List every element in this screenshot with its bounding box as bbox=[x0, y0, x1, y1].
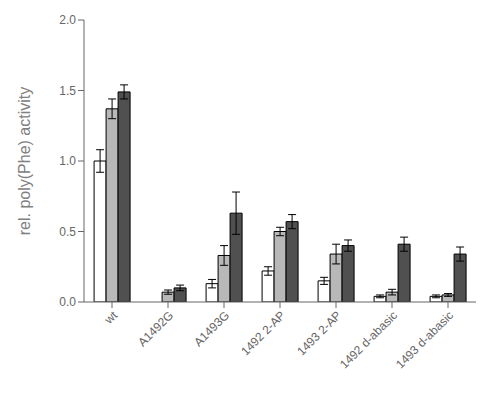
svg-text:1493 2-AP: 1493 2-AP bbox=[294, 308, 344, 358]
svg-text:rel. poly(Phe) activity: rel. poly(Phe) activity bbox=[16, 87, 33, 236]
svg-text:2.0: 2.0 bbox=[59, 13, 76, 27]
svg-text:1492 d-abasic: 1492 d-abasic bbox=[337, 308, 400, 371]
svg-text:0.5: 0.5 bbox=[59, 225, 76, 239]
svg-text:1493 d-abasic: 1493 d-abasic bbox=[393, 308, 456, 371]
svg-text:0.0: 0.0 bbox=[59, 295, 76, 309]
svg-text:A1493G: A1493G bbox=[191, 308, 232, 349]
svg-text:1.5: 1.5 bbox=[59, 84, 76, 98]
svg-text:1492 2-AP: 1492 2-AP bbox=[238, 308, 288, 358]
svg-text:wt: wt bbox=[101, 308, 121, 328]
svg-text:A1492G: A1492G bbox=[135, 308, 176, 349]
svg-text:1.0: 1.0 bbox=[59, 154, 76, 168]
